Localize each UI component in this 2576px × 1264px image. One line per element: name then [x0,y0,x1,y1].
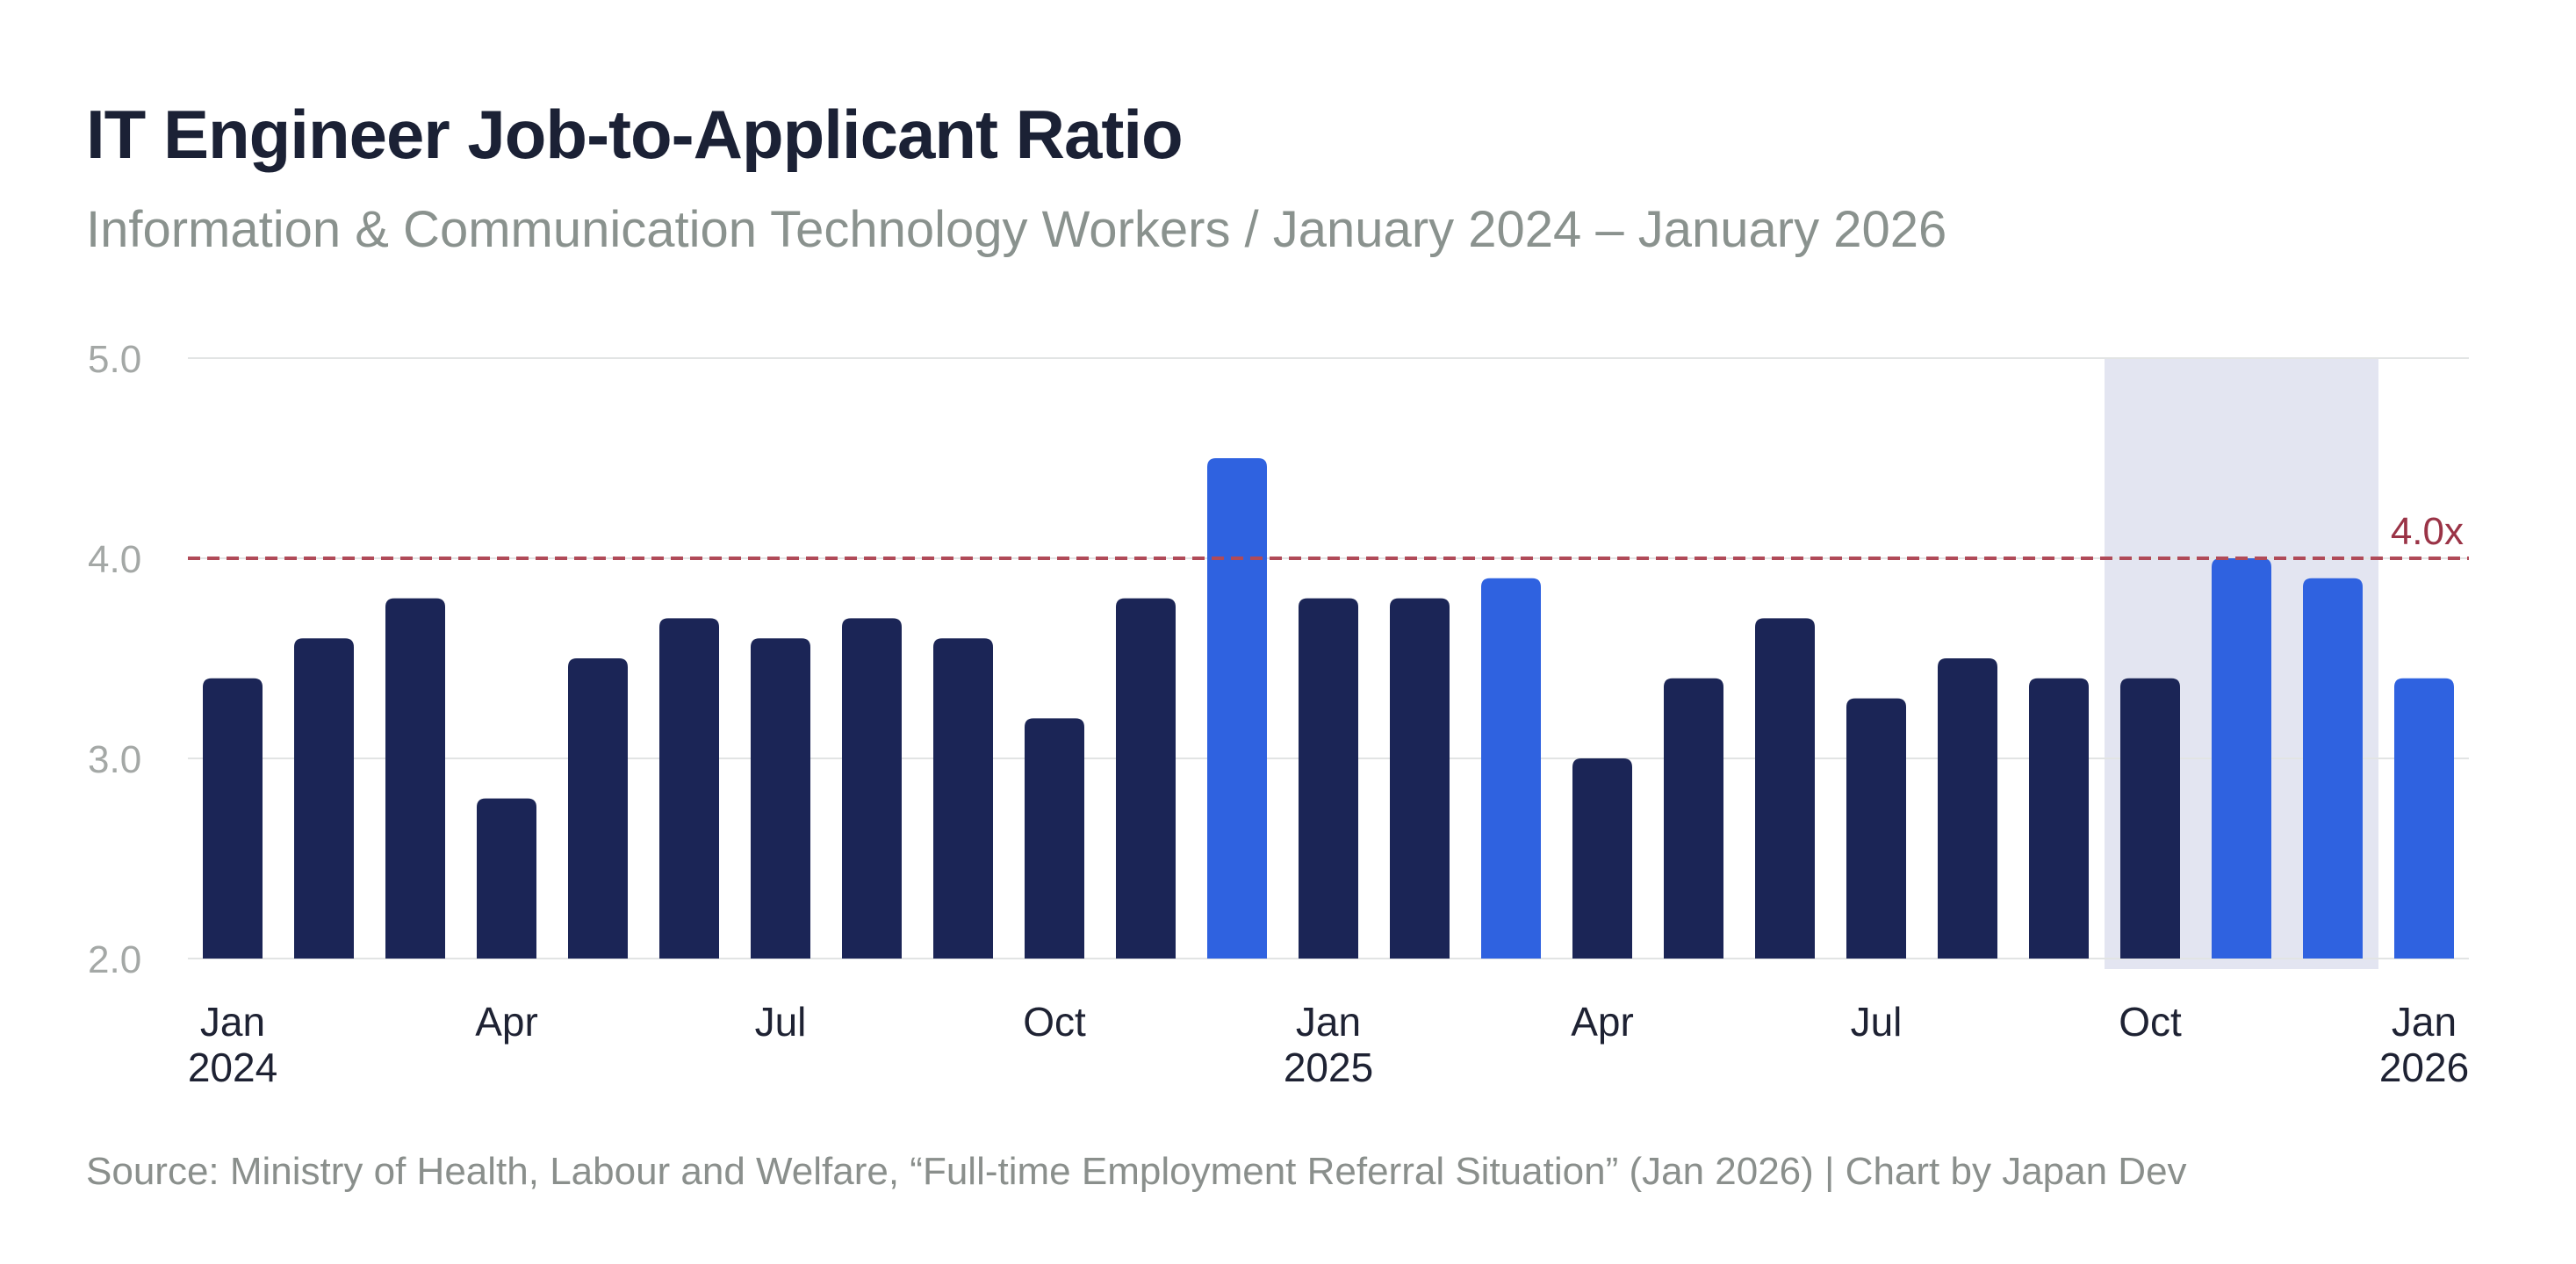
bar [1664,678,1723,959]
bar [294,638,354,959]
bar [1846,698,1906,959]
x-tick-year-label: 2025 [1284,1045,1373,1090]
bar [2120,678,2180,959]
bar [1390,598,1450,959]
bar-highlighted [2212,558,2271,959]
bar [842,618,902,959]
x-tick-label: Oct [1023,999,1086,1045]
y-tick-label: 3.0 [88,738,141,781]
bar-highlighted [1207,458,1267,959]
x-tick-label: Jan [1296,999,1361,1045]
source-note: Source: Ministry of Health, Labour and W… [86,1150,2187,1193]
bar [1755,618,1815,959]
x-tick-label: Jan [2392,999,2457,1045]
bar [2029,678,2089,959]
x-tick-year-label: 2026 [2379,1045,2469,1090]
bar [203,678,263,959]
bar [1938,658,1997,959]
bars [203,458,2454,959]
x-tick-label: Jul [1851,999,1903,1045]
reference-line-label: 4.0x [2391,510,2464,553]
chart-title: IT Engineer Job-to-Applicant Ratio [86,96,1184,173]
bar [477,798,536,959]
x-tick-label: Apr [1571,999,1634,1045]
y-tick-label: 2.0 [88,938,141,981]
bar [933,638,993,959]
x-tick-label: Apr [475,999,538,1045]
x-tick-label: Jul [755,999,807,1045]
bar-highlighted [2303,578,2363,959]
x-tick-label: Oct [2119,999,2182,1045]
bar-highlighted [1481,578,1541,959]
bar [385,598,445,959]
x-tick-label: Jan [200,999,265,1045]
y-tick-label: 5.0 [88,338,141,381]
bar [659,618,719,959]
reference-line-layer: 4.0x [188,510,2469,560]
x-tick-year-label: 2024 [188,1045,277,1090]
bar [1299,598,1358,959]
y-axis-ticks: 5.0 4.0 3.0 2.0 [88,338,141,981]
bar [1572,758,1632,959]
bar [1116,598,1176,959]
bar-highlighted [2394,678,2454,959]
y-tick-label: 4.0 [88,538,141,581]
bar [1025,718,1084,959]
chart-subtitle: Information & Communication Technology W… [86,201,1947,258]
bar [568,658,628,959]
bar [751,638,810,959]
